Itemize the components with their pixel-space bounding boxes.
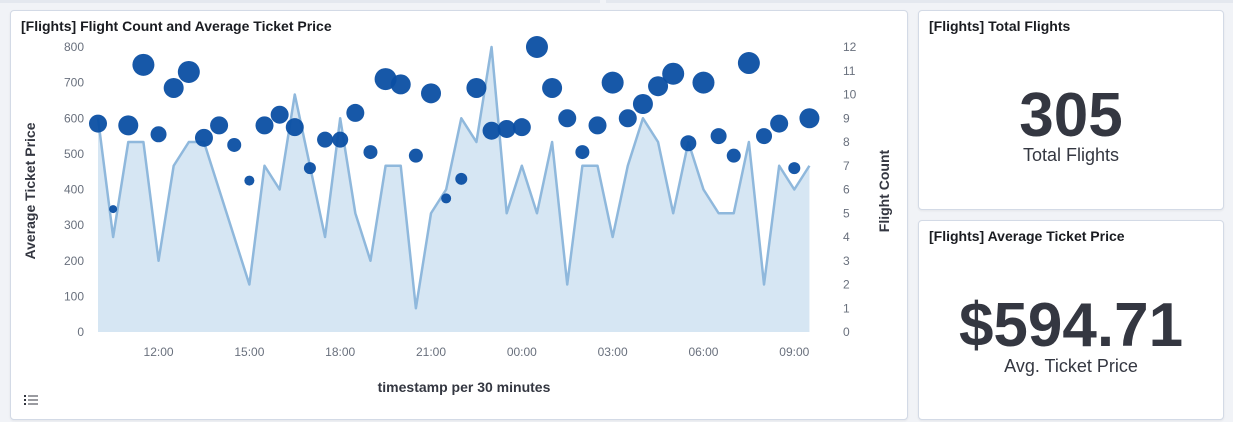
avg-price-point (799, 108, 820, 129)
avg-price-point (662, 62, 685, 85)
avg-price-point (270, 105, 289, 124)
avg-price-point (177, 60, 200, 83)
top-strip-right (606, 0, 1233, 3)
x-tick-label: 00:00 (507, 345, 537, 359)
y-right-tick-label: 1 (843, 301, 850, 315)
x-tick-label: 18:00 (325, 345, 355, 359)
avg-price-point (89, 114, 107, 133)
y-left-tick-label: 800 (64, 40, 84, 54)
avg-price-point (244, 175, 255, 186)
avg-price-point (601, 71, 624, 94)
x-tick-label: 06:00 (688, 345, 718, 359)
avg-price-point (632, 94, 653, 114)
avg-ticket-price-value: $594.71 (958, 291, 1184, 360)
avg-price-point (132, 53, 155, 76)
y-right-tick-label: 8 (843, 135, 850, 149)
avg-price-point (109, 205, 118, 214)
total-flights-label: Total Flights (1022, 145, 1120, 165)
x-axis-title: timestamp per 30 minutes (378, 379, 551, 395)
avg-price-point (466, 77, 487, 98)
avg-price-point (363, 145, 378, 160)
avg-price-point (756, 128, 773, 145)
avg-price-point (441, 193, 452, 204)
y-left-tick-label: 700 (64, 76, 84, 90)
y-right-tick-label: 12 (843, 40, 857, 54)
flight-count-price-panel: [Flights] Flight Count and Average Ticke… (10, 10, 908, 420)
avg-price-point (525, 36, 548, 58)
total-flights-panel: [Flights] Total Flights 305 Total Flight… (918, 10, 1224, 210)
total-flights-title: [Flights] Total Flights (929, 18, 1071, 34)
avg-price-point (285, 118, 304, 137)
y-left-tick-label: 300 (64, 218, 84, 232)
avg-price-point (227, 137, 242, 152)
avg-price-point (303, 162, 316, 175)
avg-price-point (512, 118, 531, 137)
avg-price-point (317, 131, 334, 148)
avg-price-point (455, 172, 468, 185)
y-left-tick-label: 0 (77, 325, 84, 339)
avg-price-point (346, 103, 365, 122)
avg-price-point (332, 131, 349, 148)
flight-chart: 0100200300400500600700800012345678910111… (22, 36, 892, 395)
avg-price-point (163, 77, 184, 98)
x-tick-label: 09:00 (779, 345, 809, 359)
y-right-tick-label: 9 (843, 111, 850, 125)
flight-count-area (98, 47, 810, 332)
avg-price-point (575, 145, 590, 160)
avg-price-point (542, 77, 563, 98)
y-left-tick-label: 200 (64, 254, 84, 268)
avg-price-point (710, 128, 727, 145)
y-left-tick-label: 500 (64, 147, 84, 161)
avg-ticket-price-title: [Flights] Average Ticket Price (929, 228, 1125, 244)
avg-price-point (255, 116, 274, 135)
avg-price-point (558, 109, 577, 128)
avg-price-point (118, 115, 139, 136)
x-tick-label: 21:00 (416, 345, 446, 359)
y-left-tick-label: 400 (64, 183, 84, 197)
avg-price-point (770, 114, 789, 133)
y-right-tick-label: 10 (843, 88, 857, 102)
y-right-tick-label: 0 (843, 325, 850, 339)
list-icon (24, 395, 38, 405)
chart-panel-title: [Flights] Flight Count and Average Ticke… (21, 18, 332, 34)
avg-price-point (390, 74, 411, 95)
avg-price-point (726, 148, 741, 163)
y-right-tick-label: 3 (843, 254, 850, 268)
legend-toggle-button[interactable] (23, 392, 39, 408)
avg-price-point (194, 128, 213, 147)
avg-price-point (482, 121, 501, 140)
y-left-tick-label: 600 (64, 111, 84, 125)
x-tick-label: 15:00 (234, 345, 264, 359)
y-right-tick-label: 11 (843, 64, 856, 78)
avg-price-point (210, 116, 229, 135)
y-axis-right-title: Flight Count (876, 149, 892, 232)
avg-price-point (497, 119, 516, 138)
y-left-tick-label: 100 (64, 289, 84, 303)
avg-price-point (788, 162, 801, 175)
avg-ticket-price-panel: [Flights] Average Ticket Price $594.71 A… (918, 220, 1224, 420)
avg-price-point (408, 148, 423, 163)
avg-price-point (648, 76, 669, 97)
avg-price-point (680, 135, 697, 152)
avg-price-point (150, 126, 167, 143)
x-tick-label: 12:00 (144, 345, 174, 359)
x-tick-label: 03:00 (598, 345, 628, 359)
y-right-tick-label: 2 (843, 278, 850, 292)
top-strip-left (0, 0, 600, 3)
y-right-tick-label: 6 (843, 183, 850, 197)
avg-price-point (692, 71, 715, 94)
y-axis-left-title: Average Ticket Price (22, 122, 38, 259)
y-right-tick-label: 4 (843, 230, 850, 244)
y-right-tick-label: 7 (843, 159, 850, 173)
total-flights-value: 305 (1019, 81, 1123, 150)
avg-price-point (421, 83, 442, 104)
avg-price-point (618, 109, 637, 128)
y-right-tick-label: 5 (843, 206, 850, 220)
avg-price-point (737, 52, 760, 75)
avg-price-point (588, 116, 607, 135)
avg-ticket-price-label: Avg. Ticket Price (1004, 356, 1138, 376)
